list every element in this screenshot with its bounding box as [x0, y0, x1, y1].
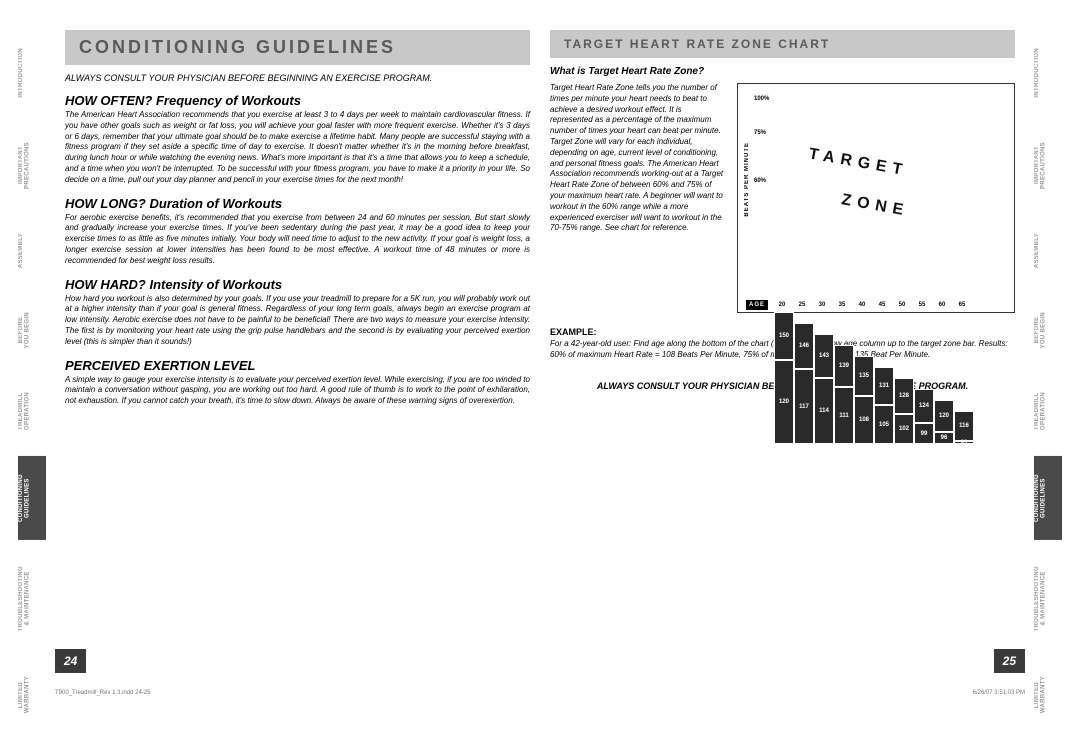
- tab-before[interactable]: BEFORE YOU BEGIN: [1034, 294, 1062, 366]
- age-35: 35: [832, 302, 852, 308]
- bar-60-7: 99: [914, 423, 934, 444]
- how-hard-heading: HOW HARD? Intensity of Workouts: [65, 277, 530, 292]
- bar-60-6: 102: [894, 414, 914, 444]
- age-label: AGE: [746, 300, 768, 310]
- how-often-text: The American Heart Association recommend…: [65, 110, 530, 186]
- age-65: 65: [952, 302, 972, 308]
- pct-75: 75%: [754, 130, 766, 136]
- bar-60-3: 111: [834, 387, 854, 444]
- bar-60-5: 105: [874, 405, 894, 444]
- bar-60-8: 96: [934, 432, 954, 444]
- tab-introduction[interactable]: INTRODUCTION: [18, 30, 46, 116]
- tab-introduction[interactable]: INTRODUCTION: [1034, 30, 1062, 116]
- tab-important[interactable]: IMPORTANT PRECAUTIONS: [18, 124, 46, 207]
- tab-conditioning[interactable]: CONDITIONING GUIDELINES: [18, 456, 46, 540]
- footer-file: T900_Treadmill_Rev 1 3.indd 24-25: [55, 690, 151, 696]
- tab-before[interactable]: BEFORE YOU BEGIN: [18, 294, 46, 366]
- bar-75-3: 139: [834, 345, 854, 387]
- age-40: 40: [852, 302, 872, 308]
- bar-75-1: 146: [794, 323, 814, 369]
- age-50: 50: [892, 302, 912, 308]
- how-hard-text: How hard you workout is also determined …: [65, 294, 530, 348]
- bar-75-5: 131: [874, 367, 894, 405]
- page-number-left: 24: [55, 649, 86, 673]
- tab-assembly[interactable]: ASSEMBLY: [18, 215, 46, 286]
- tab-troubleshooting[interactable]: TROUBLESHOOTING & MAINTENANCE: [18, 548, 46, 650]
- perceived-exertion-heading: PERCEIVED EXERTION LEVEL: [65, 358, 530, 373]
- age-20: 20: [772, 302, 792, 308]
- page-left: CONDITIONING GUIDELINES ALWAYS CONSULT Y…: [55, 30, 540, 666]
- age-25: 25: [792, 302, 812, 308]
- bar-75-0: 150: [774, 312, 794, 360]
- tab-limited[interactable]: LIMITED WARRANTY: [1034, 658, 1062, 731]
- pct-100: 100%: [754, 96, 769, 102]
- bar-60-9: 93: [954, 441, 974, 444]
- bar-75-4: 135: [854, 356, 874, 396]
- age-cells: 20253035404550556065: [772, 302, 972, 308]
- bar-60-4: 108: [854, 396, 874, 444]
- age-30: 30: [812, 302, 832, 308]
- right-tabs: INTRODUCTION IMPORTANT PRECAUTIONS ASSEMBL…: [1034, 30, 1062, 731]
- chart-bars: 1501201461171431141391111351081311051281…: [774, 92, 1002, 272]
- tab-important[interactable]: IMPORTANT PRECAUTIONS: [1034, 124, 1062, 207]
- how-often-heading: HOW OFTEN? Frequency of Workouts: [65, 93, 530, 108]
- footer-date: 6/26/07 3:51:03 PM: [973, 690, 1025, 696]
- bar-75-8: 120: [934, 400, 954, 432]
- page-number-right: 25: [994, 649, 1025, 673]
- bar-60-2: 114: [814, 378, 834, 444]
- bar-75-2: 143: [814, 334, 834, 378]
- tab-limited[interactable]: LIMITED WARRANTY: [18, 658, 46, 731]
- pct-60: 60%: [754, 178, 766, 184]
- bar-60-1: 117: [794, 369, 814, 444]
- ribbon-title-left: CONDITIONING GUIDELINES: [79, 37, 516, 58]
- what-is-heading: What is Target Heart Rate Zone?: [550, 66, 1015, 77]
- page-right: TARGET HEART RATE ZONE CHART What is Tar…: [540, 30, 1025, 666]
- age-45: 45: [872, 302, 892, 308]
- doc-footer: T900_Treadmill_Rev 1 3.indd 24-25 6/26/0…: [55, 690, 1025, 696]
- heart-rate-chart: BEATS PER MINUTE 100% 75% 60% 1501201461…: [737, 83, 1015, 313]
- left-tabs: INTRODUCTION IMPORTANT PRECAUTIONS ASSEMBL…: [18, 30, 46, 731]
- tab-assembly[interactable]: ASSEMBLY: [1034, 215, 1062, 286]
- target-zone-desc: Target Heart Rate Zone tells you the num…: [550, 83, 725, 313]
- bar-60-0: 120: [774, 360, 794, 444]
- bar-75-6: 128: [894, 378, 914, 414]
- bar-75-7: 124: [914, 389, 934, 423]
- bar-75-9: 116: [954, 411, 974, 441]
- how-long-heading: HOW LONG? Duration of Workouts: [65, 196, 530, 211]
- tab-troubleshooting[interactable]: TROUBLESHOOTING & MAINTENANCE: [1034, 548, 1062, 650]
- tab-conditioning[interactable]: CONDITIONING GUIDELINES: [1034, 456, 1062, 540]
- tab-treadmill[interactable]: TREADMILL OPERATION: [18, 374, 46, 448]
- chart-age-row: AGE 20253035404550556065: [746, 300, 1010, 310]
- consult-notice: ALWAYS CONSULT YOUR PHYSICIAN BEFORE BEG…: [65, 73, 530, 83]
- ribbon-right: TARGET HEART RATE ZONE CHART: [550, 30, 1015, 58]
- tab-treadmill[interactable]: TREADMILL OPERATION: [1034, 374, 1062, 448]
- ribbon-left: CONDITIONING GUIDELINES: [65, 30, 530, 65]
- age-55: 55: [912, 302, 932, 308]
- chart-yaxis-label: BEATS PER MINUTE: [744, 142, 750, 217]
- ribbon-title-right: TARGET HEART RATE ZONE CHART: [564, 37, 1001, 51]
- perceived-exertion-text: A simple way to gauge your exercise inte…: [65, 375, 530, 407]
- how-long-text: For aerobic exercise benefits, it's reco…: [65, 213, 530, 267]
- age-60: 60: [932, 302, 952, 308]
